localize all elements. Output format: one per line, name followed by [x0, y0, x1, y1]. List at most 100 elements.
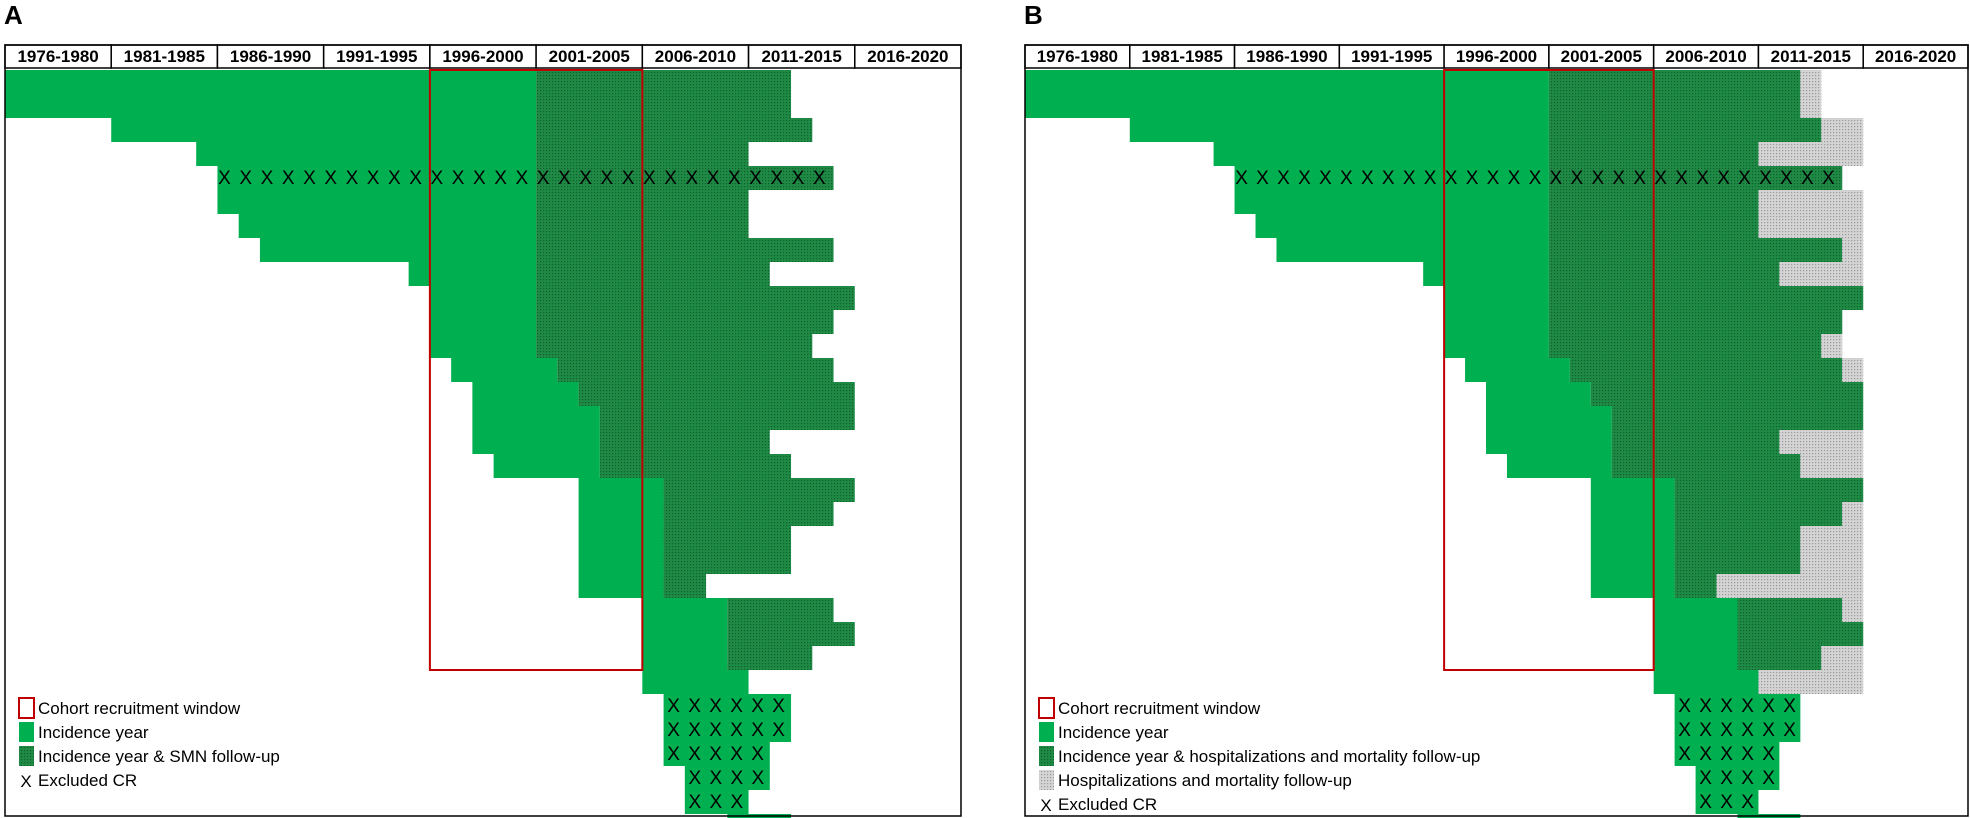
hosp-followup-bar: [1821, 646, 1864, 670]
incidence-bar: [1653, 646, 1738, 670]
legend-label: Cohort recruitment window: [1058, 699, 1261, 718]
legend-item: X Excluded CR: [20, 771, 137, 791]
excluded-x-mark: X: [516, 168, 529, 189]
excluded-x-mark: X: [388, 168, 401, 189]
followup-bar: [1674, 574, 1717, 598]
excluded-x-mark: X: [1783, 696, 1796, 717]
hosp-followup-bar: [1800, 526, 1864, 550]
followup-bar: [599, 454, 792, 478]
registry-row: [1213, 142, 1864, 166]
followup-bar: [663, 574, 707, 598]
excluded-x-mark: X: [537, 168, 550, 189]
excluded-x-mark: X: [239, 168, 252, 189]
hosp-followup-bar: [1842, 598, 1864, 622]
registry-row: [578, 502, 834, 526]
excluded-x-mark: X: [282, 168, 295, 189]
incidence-bar: [472, 406, 600, 430]
incidence-bar: [663, 742, 770, 766]
followup-bar: [663, 502, 834, 526]
excluded-x-mark: X: [1699, 720, 1712, 741]
followup-bar: [663, 526, 792, 550]
excluded-x-mark: X: [346, 168, 359, 189]
registry-row: [429, 334, 813, 358]
excluded-x-mark: X: [792, 168, 805, 189]
registry-row: [451, 358, 834, 382]
hosp-followup-bar: [1716, 574, 1864, 598]
followup-bar: [536, 94, 792, 118]
incidence-bar: [1486, 382, 1591, 406]
followup-bar: [1737, 598, 1843, 622]
registry-row: [578, 550, 792, 574]
registry-row: [642, 598, 834, 622]
incidence-bar: [642, 646, 728, 670]
excluded-x-mark: X: [730, 768, 743, 789]
incidence-bar: [578, 502, 664, 526]
legend-item: Incidence year: [19, 722, 149, 742]
excluded-x-mark: X: [494, 168, 507, 189]
period-header: 2006-2010: [655, 47, 736, 66]
excluded-x-mark: X: [1361, 168, 1374, 189]
registry-row: [642, 622, 855, 646]
period-header: 1996-2000: [442, 47, 523, 66]
incidence-bar: [1444, 334, 1549, 358]
panel-a: AX X X X X X X X X X X X X X X X X X X X X X X X X X X X XX X X X X XX X X X…: [4, 0, 962, 818]
followup-bar: [599, 406, 855, 430]
excluded-x-mark: X: [688, 744, 701, 765]
followup-bar: [1674, 478, 1864, 502]
excluded-x-mark: X: [643, 168, 656, 189]
followup-bar: [1674, 502, 1843, 526]
registry-row: [1444, 334, 1843, 358]
legend-item: Incidence year: [1039, 722, 1169, 742]
excluded-x-mark: X: [1654, 168, 1667, 189]
registry-row: [217, 190, 749, 214]
registry-row: [429, 310, 834, 334]
excluded-x-mark: X: [622, 168, 635, 189]
hosp-followup-bar: [1821, 334, 1843, 358]
followup-bar: [1548, 310, 1843, 334]
incidence-bar: [578, 550, 664, 574]
excluded-x-mark: X: [772, 696, 785, 717]
period-header: 2016-2020: [867, 47, 948, 66]
excluded-x-mark: X: [773, 816, 786, 818]
excluded-x-mark: X: [1235, 168, 1248, 189]
excluded-x-mark: X: [1738, 168, 1751, 189]
incidence-bar: [259, 238, 537, 262]
registry-row: [1653, 670, 1864, 694]
registry-row: [1276, 238, 1864, 262]
excluded-x-mark: X: [664, 168, 677, 189]
registry-row: [1444, 310, 1843, 334]
incidence-bar: [1695, 766, 1780, 790]
incidence-bar: [111, 118, 537, 142]
excluded-x-mark: X: [1783, 816, 1796, 818]
incidence-bar: [663, 718, 792, 742]
excluded-x-mark: X: [1780, 168, 1793, 189]
excluded-x-mark: X: [770, 168, 783, 189]
registry-row: [111, 118, 813, 142]
incidence-bar: [1025, 94, 1549, 118]
period-header: 1981-1985: [124, 47, 205, 66]
incidence-bar: [578, 478, 664, 502]
excluded-x-mark: X: [751, 720, 764, 741]
registry-row: [1590, 526, 1864, 550]
incidence-bar: [642, 670, 749, 694]
panel-b: BX X X X X X X X X X X X X X X X X X X X X X X X X X X X XX X X X X XX X X X…: [1024, 0, 1969, 818]
excluded-x-mark: X: [1720, 720, 1733, 741]
incidence-bar: [663, 694, 792, 718]
followup-bar: [1674, 526, 1801, 550]
hosp-followup-bar: [1779, 430, 1864, 454]
period-header: 1996-2000: [1456, 47, 1537, 66]
registry-row: [1255, 214, 1864, 238]
excluded-x-mark: X: [1319, 168, 1332, 189]
registry-row: [1025, 70, 1822, 94]
registry-row: [1486, 430, 1864, 454]
excluded-x-mark: X: [1741, 768, 1754, 789]
excluded-x-mark: X: [1801, 168, 1814, 189]
excluded-x-mark: X: [667, 696, 680, 717]
period-header: 2011-2015: [1771, 47, 1851, 66]
excluded-x-mark: X: [1720, 744, 1733, 765]
excluded-x-mark: X: [1762, 816, 1775, 818]
